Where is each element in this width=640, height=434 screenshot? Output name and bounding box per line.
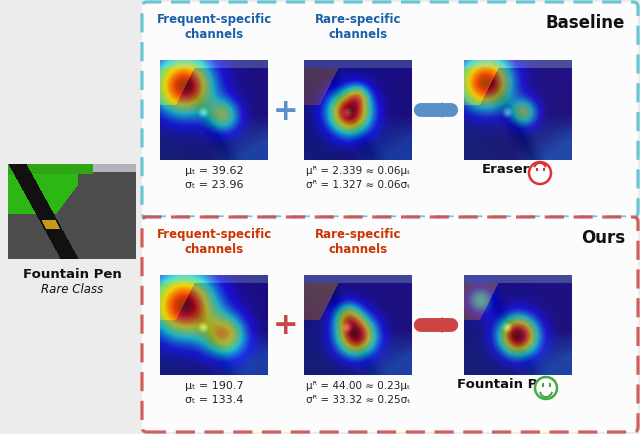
Text: Rare-specific
channels: Rare-specific channels xyxy=(315,13,401,41)
Text: Frequent-specific
channels: Frequent-specific channels xyxy=(156,13,271,41)
Circle shape xyxy=(535,377,557,399)
Text: μᴿ = 2.339 ≈ 0.06μₜ: μᴿ = 2.339 ≈ 0.06μₜ xyxy=(306,166,410,176)
Text: +: + xyxy=(273,96,299,125)
Text: Rare-specific
channels: Rare-specific channels xyxy=(315,227,401,256)
Text: +: + xyxy=(273,311,299,340)
Text: Baseline: Baseline xyxy=(546,14,625,32)
Text: σᴿ = 33.32 ≈ 0.25σₜ: σᴿ = 33.32 ≈ 0.25σₜ xyxy=(306,394,410,404)
Text: σₜ = 23.96: σₜ = 23.96 xyxy=(185,180,243,190)
FancyBboxPatch shape xyxy=(142,3,638,217)
Text: Fountain Pen: Fountain Pen xyxy=(22,267,122,280)
Circle shape xyxy=(529,163,551,184)
Text: μₜ = 39.62: μₜ = 39.62 xyxy=(185,166,243,176)
Text: σₜ = 133.4: σₜ = 133.4 xyxy=(185,394,243,404)
Text: Rare Class: Rare Class xyxy=(41,283,103,295)
FancyBboxPatch shape xyxy=(142,217,638,432)
Text: Ours: Ours xyxy=(581,228,625,247)
Text: μᴿ = 44.00 ≈ 0.23μₜ: μᴿ = 44.00 ≈ 0.23μₜ xyxy=(306,380,410,390)
Text: Fountain Pen: Fountain Pen xyxy=(456,377,556,390)
Text: Frequent-specific
channels: Frequent-specific channels xyxy=(156,227,271,256)
Text: σᴿ = 1.327 ≈ 0.06σₜ: σᴿ = 1.327 ≈ 0.06σₜ xyxy=(306,180,410,190)
Text: μₜ = 190.7: μₜ = 190.7 xyxy=(185,380,243,390)
Text: Eraser: Eraser xyxy=(482,163,530,176)
